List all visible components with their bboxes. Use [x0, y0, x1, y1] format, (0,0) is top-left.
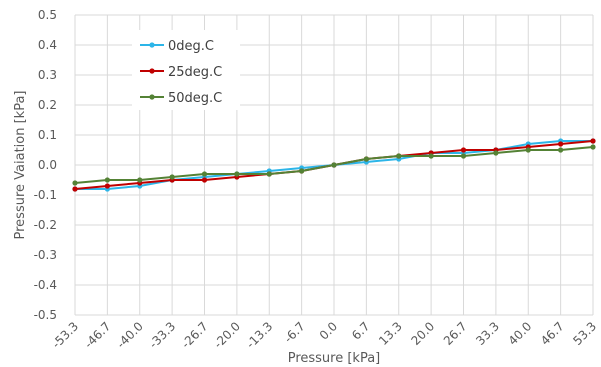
- data-point: [234, 171, 240, 177]
- series-group: [72, 138, 596, 192]
- data-point: [72, 180, 78, 186]
- y-tick-label: -0.1: [34, 188, 57, 202]
- data-point: [396, 153, 402, 159]
- data-point: [363, 156, 369, 162]
- legend-label: 25deg.C: [168, 65, 222, 80]
- data-point: [590, 138, 596, 144]
- y-tick-label: 0.3: [38, 68, 57, 82]
- data-point: [428, 153, 434, 159]
- y-tick-label: -0.4: [34, 278, 57, 292]
- y-tick-label: -0.3: [34, 248, 57, 262]
- data-point: [169, 174, 175, 180]
- data-point: [201, 171, 208, 177]
- data-point: [493, 150, 499, 156]
- y-tick-label: -0.2: [34, 218, 57, 232]
- data-point: [460, 147, 467, 153]
- y-tick-label: 0.4: [38, 38, 57, 52]
- data-point: [525, 147, 531, 153]
- grid: [74, 14, 594, 316]
- x-axis-title: Pressure [kPa]: [288, 351, 381, 366]
- y-tick-label: 0.2: [38, 98, 57, 112]
- data-point: [266, 171, 272, 177]
- legend-label: 0deg.C: [168, 39, 214, 54]
- y-tick-label: -0.5: [34, 308, 57, 322]
- legend: 0deg.C 25deg.C 50deg.C: [132, 30, 240, 110]
- data-point: [137, 177, 143, 183]
- data-point: [558, 147, 564, 153]
- data-point: [104, 177, 110, 183]
- legend-label: 50deg.C: [168, 91, 222, 106]
- y-tick-label: 0.0: [38, 158, 57, 172]
- data-point: [558, 141, 564, 147]
- data-point: [331, 162, 337, 168]
- legend-swatch-marker: [149, 42, 155, 48]
- y-tick-label: 0.1: [38, 128, 57, 142]
- data-point: [104, 183, 110, 189]
- legend-swatch-marker: [149, 94, 155, 100]
- legend-swatch-marker: [149, 68, 155, 74]
- data-point: [201, 177, 208, 183]
- y-tick-labels: 0.5 0.4 0.3 0.2 0.1 0.0 -0.1 -0.2 -0.3 -0.4 -0.5: [34, 8, 57, 322]
- data-point: [590, 144, 596, 150]
- data-point: [460, 153, 467, 159]
- y-axis-title: Pressure Vaiation [kPa]: [13, 91, 28, 240]
- y-tick-label: 0.5: [38, 8, 57, 22]
- data-point: [72, 186, 78, 192]
- data-point: [299, 168, 305, 174]
